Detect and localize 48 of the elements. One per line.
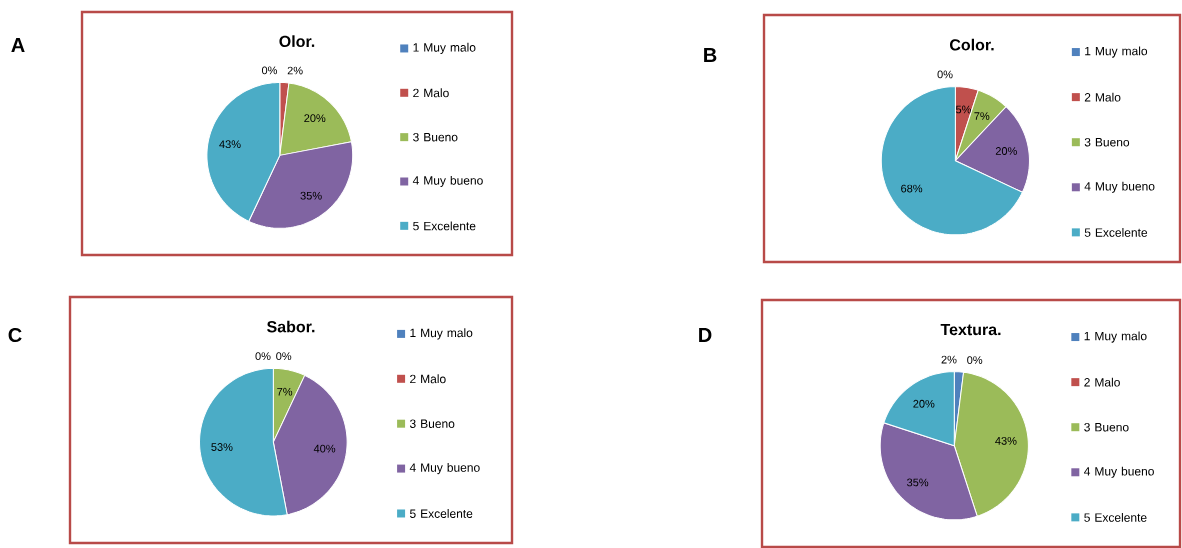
legend-label: 5 Excelente: [1084, 227, 1148, 237]
chart-title: Sabor.: [267, 320, 315, 333]
text: 0%: [937, 70, 953, 79]
legend-label: 2 Malo: [413, 88, 449, 98]
legend-label: 5 Excelente: [1084, 512, 1147, 522]
data-label: 40%: [313, 444, 336, 453]
data-label: 20%: [995, 147, 1017, 155]
data-label: 20%: [913, 399, 935, 408]
chart-title: Color.: [950, 38, 994, 51]
data-label: 43%: [219, 140, 241, 149]
legend-label: 2 Malo: [1084, 92, 1121, 102]
legend-label: 5 Excelente: [409, 509, 473, 518]
legend-label: 4 Muy bueno: [1084, 466, 1154, 478]
data-label: 7%: [974, 112, 990, 120]
text: B: [704, 48, 717, 62]
data-label: 5%: [955, 105, 972, 114]
data-label: 2%: [941, 355, 957, 364]
legend-label: 2 Malo: [410, 374, 446, 384]
legend-label: 2 Malo: [1084, 377, 1120, 387]
text: 0%: [967, 356, 983, 364]
data-label: 2%: [287, 66, 303, 75]
data-label: 53%: [211, 443, 233, 451]
chart-title: Olor.: [279, 35, 315, 48]
legend-label: 3 Bueno: [409, 419, 455, 428]
legend-label: 1 Muy malo: [413, 42, 476, 55]
text: 0%: [255, 352, 271, 361]
legend-label: 1 Muy malo: [1085, 46, 1148, 58]
text: A: [11, 38, 25, 52]
text: 0%: [276, 352, 292, 361]
legend-label: 3 Bueno: [413, 132, 458, 142]
legend-label: 1 Muy malo: [410, 328, 473, 340]
legend-label: 4 Muy bueno: [409, 462, 480, 475]
legend-label: 4 Muy bueno: [412, 175, 483, 188]
data-label: 20%: [304, 114, 326, 123]
text: 0%: [261, 66, 278, 75]
chart-title: Textura.: [940, 324, 1001, 336]
legend-label: 5 Excelente: [413, 221, 476, 231]
data-label: 43%: [995, 436, 1017, 445]
data-label: 68%: [901, 184, 923, 193]
data-label: 7%: [277, 387, 293, 396]
legend-label: 1 Muy malo: [1084, 331, 1147, 343]
legend-label: 3 Bueno: [1084, 137, 1130, 147]
text: C: [8, 327, 22, 343]
data-label: 35%: [907, 478, 929, 487]
text: D: [699, 328, 712, 342]
legend-label: 4 Muy bueno: [1084, 181, 1155, 193]
data-label: 35%: [300, 191, 322, 200]
legend-label: 3 Bueno: [1084, 422, 1129, 432]
